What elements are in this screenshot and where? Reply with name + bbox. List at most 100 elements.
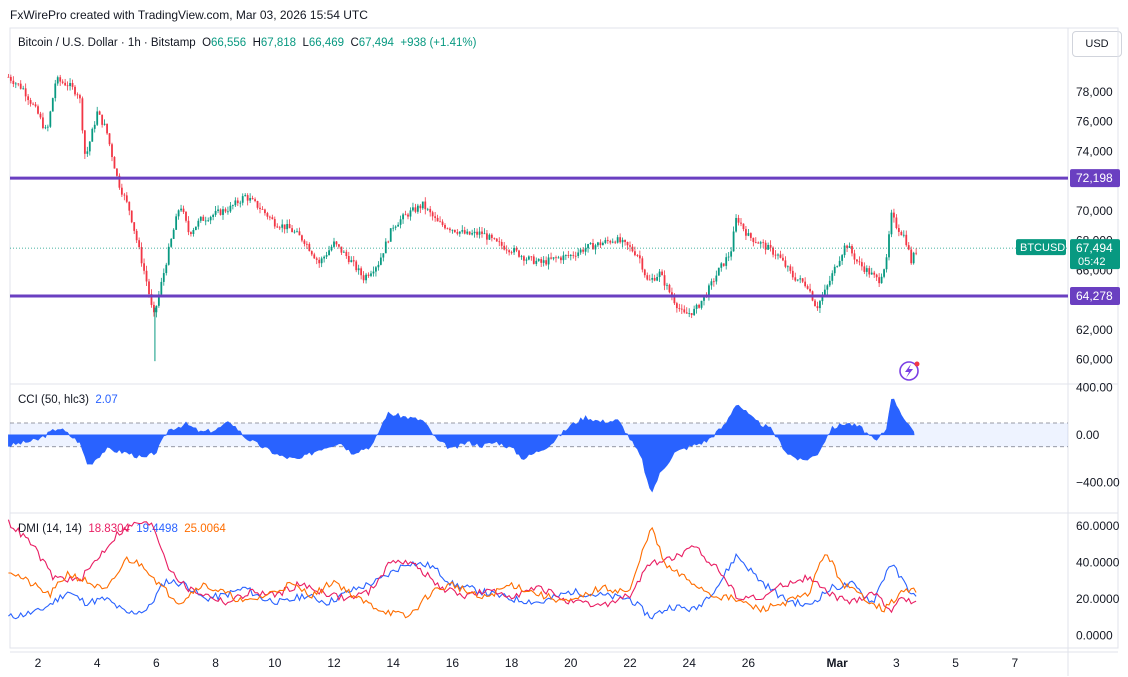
change-value: +938 (+1.41%)	[400, 37, 477, 49]
candle-body-78	[199, 216, 202, 221]
candle-body-105	[266, 213, 269, 217]
candle-body-6	[22, 88, 25, 90]
candle-body-56	[145, 270, 148, 282]
candle-body-318	[791, 270, 794, 278]
candle-body-165	[414, 207, 417, 212]
candle-body-137	[345, 251, 348, 257]
candle-body-213	[532, 256, 535, 264]
cci-area	[8, 398, 915, 493]
candle-body-365	[907, 245, 910, 250]
candle-body-46	[120, 187, 123, 195]
candle-body-135	[340, 246, 343, 253]
candle-body-11	[34, 104, 37, 107]
time-tick-label-13: Mar	[827, 656, 849, 670]
candle-body-287	[715, 275, 718, 282]
candle-body-315	[784, 260, 787, 267]
candle-body-201	[503, 245, 506, 250]
candle-body-101	[256, 201, 259, 208]
candle-body-234	[584, 248, 587, 252]
candle-body-43	[113, 157, 116, 169]
candle-body-322	[801, 278, 804, 282]
candle-body-302	[752, 237, 755, 243]
candle-body-151	[379, 257, 382, 265]
candle-body-178	[446, 228, 449, 230]
candle-body-228	[569, 254, 572, 256]
chart-frame	[9, 27, 1119, 649]
candle-body-310	[772, 247, 774, 255]
candle-body-172	[431, 212, 434, 217]
candle-body-344	[856, 259, 858, 262]
candle-body-74	[190, 232, 192, 235]
candle-body-254	[634, 251, 636, 256]
candle-body-225	[562, 255, 565, 261]
candle-body-293	[730, 251, 733, 257]
candle-body-60	[155, 305, 158, 313]
candle-body-239	[597, 242, 599, 246]
candle-body-352	[875, 274, 878, 278]
candle-body-194	[486, 233, 488, 240]
candle-body-132	[333, 241, 335, 247]
candle-body-361	[897, 228, 900, 232]
tv-notification-dot-icon	[914, 361, 920, 367]
candle-body-106	[268, 216, 271, 218]
candle-body-83	[212, 214, 215, 217]
level-tag-1	[1070, 287, 1120, 306]
candle-body-257	[641, 258, 644, 270]
high-label: H	[252, 37, 261, 49]
candle-body-289	[720, 263, 723, 268]
candle-body-321	[799, 278, 802, 280]
candle-body-335	[833, 266, 836, 274]
candle-body-294	[732, 231, 735, 252]
candle-body-275	[685, 312, 688, 314]
candle-body-169	[424, 201, 427, 210]
candle-body-320	[796, 279, 799, 281]
price-tick-label-4: 70,000	[1076, 204, 1113, 218]
candle-body-327	[814, 300, 816, 307]
candle-body-91	[231, 205, 234, 207]
candle-body-291	[725, 257, 728, 266]
candle-body-100	[254, 199, 256, 202]
candle-body-17	[49, 111, 52, 127]
candle-body-284	[708, 285, 710, 297]
candle-body-125	[315, 258, 318, 260]
candle-body-0	[7, 76, 10, 78]
candle-body-195	[488, 234, 491, 240]
candle-body-20	[56, 77, 59, 84]
candle-body-316	[786, 266, 789, 268]
candle-body-81	[207, 220, 210, 222]
candle-body-136	[342, 251, 345, 253]
time-tick-label-9: 20	[564, 656, 578, 670]
candle-body-110	[278, 227, 281, 229]
candle-body-211	[527, 256, 530, 260]
candle-body-109	[276, 226, 279, 228]
credit-text: FxWirePro created with TradingView.com, …	[10, 8, 368, 22]
candle-body-124	[313, 254, 316, 259]
candle-body-333	[828, 280, 831, 286]
candle-body-3	[14, 83, 17, 85]
price-tick-label-2: 74,000	[1076, 144, 1113, 158]
cci-tick-label-1: 0.00	[1076, 428, 1100, 442]
candle-body-180	[451, 229, 454, 231]
candle-body-325	[809, 288, 811, 292]
candle-body-7	[24, 88, 27, 97]
candle-body-309	[769, 244, 772, 248]
candle-body-16	[46, 126, 49, 128]
dmi-legend-value-3: 25.0064	[184, 523, 226, 535]
candle-body-354	[880, 276, 883, 284]
candle-body-173	[434, 216, 437, 218]
currency-button[interactable]: USD	[1072, 31, 1122, 57]
candle-body-348	[865, 268, 868, 272]
candle-body-312	[777, 254, 779, 256]
candle-body-95	[241, 196, 244, 203]
candle-body-121	[305, 243, 308, 245]
time-tick-label-14: 3	[893, 656, 900, 670]
candle-body-305	[759, 242, 762, 244]
candle-body-229	[572, 254, 575, 256]
candle-body-368	[915, 252, 918, 254]
candle-body-304	[757, 242, 760, 244]
candle-body-66	[170, 238, 173, 247]
candle-body-265	[661, 271, 663, 276]
candle-body-140	[352, 260, 355, 262]
candle-body-25	[69, 83, 71, 87]
candle-body-129	[325, 255, 328, 257]
